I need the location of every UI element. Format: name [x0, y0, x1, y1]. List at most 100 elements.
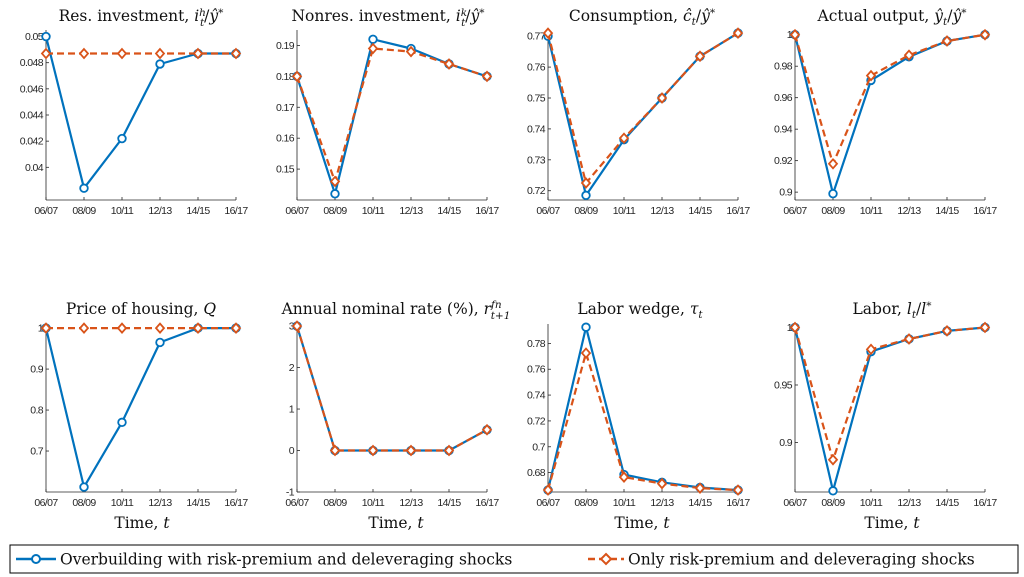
- series-1-point: [828, 486, 838, 496]
- x-tick-label: 06/07: [783, 497, 807, 509]
- series-2-point: [405, 444, 417, 457]
- series-2-point: [979, 321, 991, 334]
- y-tick-label: 0.98: [774, 61, 793, 73]
- x-axis-label-2: Time, t: [368, 514, 424, 532]
- x-tick-label: 12/13: [148, 497, 172, 509]
- series-2-point: [903, 49, 915, 62]
- y-tick-label: 1: [289, 404, 295, 416]
- x-tick-label: 16/17: [224, 205, 248, 217]
- y-tick-label: 0.04: [25, 162, 44, 174]
- x-tick-label: 14/15: [688, 205, 712, 217]
- x-tick-label: 12/13: [650, 497, 674, 509]
- y-tick-label: 3: [289, 321, 295, 333]
- series-1-point: [828, 189, 838, 199]
- legend-box: [9, 544, 1019, 574]
- panel-title-consumption: Consumption, ĉt/ŷ*: [569, 7, 716, 28]
- series-1-point: [41, 31, 51, 42]
- x-tick-label: 10/11: [860, 497, 883, 509]
- series-1-point: [581, 190, 591, 201]
- series-2-point: [656, 92, 668, 104]
- y-tick-label: 0.95: [774, 379, 793, 391]
- x-tick-label: 10/11: [362, 497, 385, 509]
- y-tick-label: 0.044: [20, 110, 44, 122]
- panel-title-labor-wedge: Labor wedge, τt: [577, 300, 703, 321]
- x-tick-label: 12/13: [399, 497, 423, 509]
- series-2-point: [580, 347, 592, 359]
- x-tick-label: 10/11: [362, 205, 385, 217]
- series-1-line: [295, 38, 488, 195]
- series-2-point: [329, 444, 341, 457]
- chart-panel-5: 0.7 0.8 0.9 1 06/07 08/09 10/11 12/13 14/15 16/17: [30, 322, 249, 509]
- series-2-line: [546, 32, 739, 185]
- series-2-point: [291, 70, 303, 83]
- x-tick-label: 14/15: [935, 205, 959, 217]
- chart-panel-2: 0.15 0.16 0.17 0.18 0.19 06/07 08/09 10/11 12/13…: [276, 30, 500, 217]
- y-tick-label: 0.048: [20, 57, 44, 69]
- series-1-point: [79, 482, 89, 492]
- x-tick-label: 14/15: [688, 497, 712, 509]
- y-tick-label: 0.72: [527, 415, 546, 427]
- chart-panel-1: 0.04 0.042 0.044 0.046 0.048 0.05 06/07 08/09 10…: [20, 30, 249, 217]
- series-2-line: [295, 325, 488, 452]
- x-tick-label: 10/11: [613, 497, 636, 509]
- x-tick-label: 16/17: [726, 497, 750, 509]
- x-tick-label: 10/11: [111, 205, 134, 217]
- y-tick-label: -1: [286, 487, 295, 499]
- x-tick-label: 10/11: [860, 205, 883, 217]
- y-tick-label: 0.9: [779, 437, 793, 449]
- x-tick-label: 08/09: [574, 205, 598, 217]
- series-2-line: [793, 326, 986, 461]
- x-tick-label: 06/07: [536, 497, 560, 509]
- y-tick-label: 0.96: [774, 92, 793, 104]
- x-tick-label: 10/11: [613, 205, 636, 217]
- series-2-point: [78, 322, 90, 334]
- series-2-point: [694, 482, 706, 494]
- y-tick-label: 0.046: [20, 83, 44, 95]
- y-tick-label: 1: [787, 29, 793, 41]
- y-tick-label: 0.7: [532, 441, 546, 453]
- series-1-point: [117, 417, 127, 428]
- x-tick-label: 12/13: [897, 497, 921, 509]
- series-2-point: [542, 27, 554, 39]
- series-2-point: [865, 343, 877, 356]
- y-tick-label: 0.74: [527, 390, 546, 402]
- x-axis-label-4: Time, t: [864, 514, 920, 532]
- legend-swatch-marker-series-1: [31, 554, 41, 564]
- x-axis-label-1: Time, t: [114, 514, 170, 532]
- x-axis-label-3: Time, t: [614, 514, 670, 532]
- x-tick-label: 12/13: [897, 205, 921, 217]
- series-2-point: [827, 157, 839, 170]
- x-tick-label: 08/09: [72, 497, 96, 509]
- x-tick-label: 06/07: [783, 205, 807, 217]
- legend-label-series-1: Overbuilding with risk-premium and delev…: [60, 551, 512, 569]
- y-tick-label: 0.77: [527, 31, 546, 43]
- series-2-point: [789, 321, 801, 334]
- series-2-point: [618, 471, 630, 483]
- series-2-point: [732, 27, 744, 39]
- chart-panel-6: -1 0 1 2 3 06/07 08/09 10/11 12/13 14/15 16/17: [285, 320, 500, 509]
- series-2-point: [694, 50, 706, 63]
- x-tick-label: 14/15: [186, 205, 210, 217]
- x-tick-label: 08/09: [821, 497, 845, 509]
- series-1-line: [546, 326, 739, 492]
- x-tick-label: 08/09: [821, 205, 845, 217]
- series-1-point: [117, 133, 127, 144]
- x-tick-label: 06/07: [34, 497, 58, 509]
- series-2-point: [329, 175, 341, 188]
- series-2-point: [291, 320, 303, 332]
- series-2-point: [827, 453, 839, 466]
- series-2-point: [405, 45, 417, 58]
- y-tick-label: 0.73: [527, 154, 546, 166]
- series-1-point: [155, 337, 165, 348]
- x-tick-label: 06/07: [34, 205, 58, 217]
- y-tick-label: 2: [289, 362, 295, 374]
- series-2-point: [732, 484, 744, 496]
- series-2-point: [580, 177, 592, 189]
- series-2-point: [192, 322, 204, 334]
- series-1-point: [79, 183, 89, 193]
- y-tick-label: 0.76: [527, 364, 546, 376]
- series-1-line: [793, 33, 986, 195]
- x-tick-label: 12/13: [650, 205, 674, 217]
- chart-panel-8: 0.9 0.95 1 06/07 08/09 10/11 12/13 14/15 16/17: [774, 321, 998, 509]
- y-tick-label: 0.05: [25, 31, 44, 43]
